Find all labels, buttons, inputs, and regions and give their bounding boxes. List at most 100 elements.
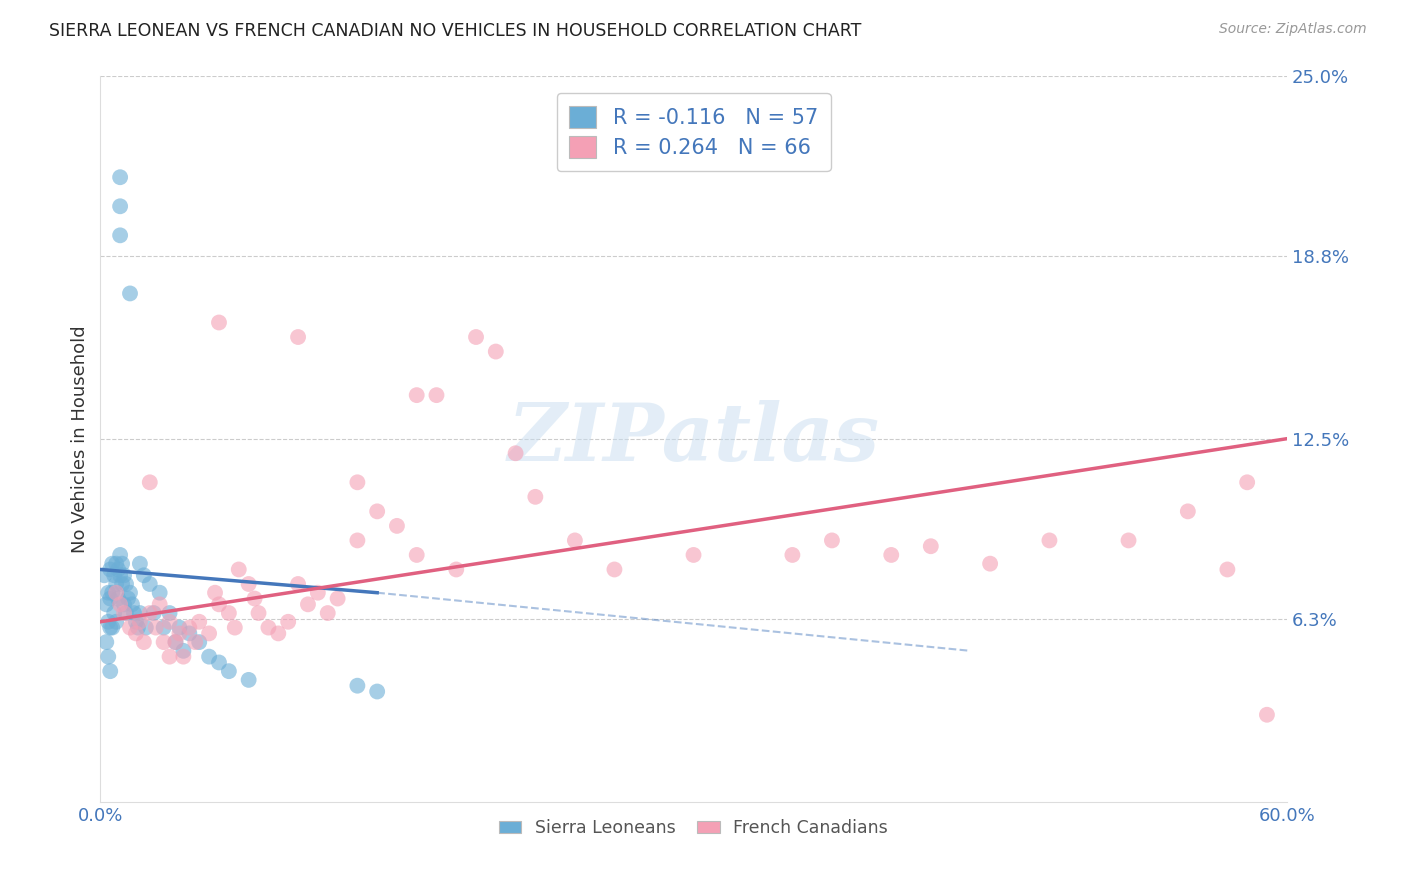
- Point: [96, 635, 118, 649]
- Point: [880, 548, 903, 562]
- Point: [188, 615, 211, 629]
- Point: [118, 286, 141, 301]
- Point: [238, 577, 260, 591]
- Point: [159, 649, 181, 664]
- Point: [485, 344, 508, 359]
- Point: [425, 388, 447, 402]
- Point: [111, 557, 134, 571]
- Point: [238, 673, 260, 687]
- Point: [122, 606, 145, 620]
- Point: [267, 626, 290, 640]
- Text: ZIPatlas: ZIPatlas: [508, 400, 880, 477]
- Point: [105, 557, 128, 571]
- Point: [101, 621, 124, 635]
- Point: [145, 621, 167, 635]
- Point: [115, 606, 138, 620]
- Point: [1118, 533, 1140, 548]
- Point: [208, 656, 231, 670]
- Point: [385, 519, 408, 533]
- Point: [172, 644, 194, 658]
- Point: [165, 635, 187, 649]
- Point: [139, 577, 162, 591]
- Point: [101, 557, 124, 571]
- Point: [228, 562, 250, 576]
- Point: [121, 598, 143, 612]
- Point: [346, 533, 368, 548]
- Point: [1177, 504, 1199, 518]
- Text: Source: ZipAtlas.com: Source: ZipAtlas.com: [1219, 22, 1367, 37]
- Point: [169, 621, 191, 635]
- Point: [107, 562, 129, 576]
- Point: [247, 606, 270, 620]
- Point: [682, 548, 704, 562]
- Point: [149, 585, 172, 599]
- Point: [132, 635, 155, 649]
- Point: [139, 606, 162, 620]
- Point: [172, 649, 194, 664]
- Point: [128, 557, 150, 571]
- Point: [108, 548, 131, 562]
- Point: [125, 626, 148, 640]
- Point: [127, 621, 149, 635]
- Point: [112, 606, 135, 620]
- Point: [287, 330, 309, 344]
- Point: [316, 606, 339, 620]
- Point: [108, 170, 131, 185]
- Point: [105, 615, 128, 629]
- Point: [98, 591, 121, 606]
- Point: [118, 585, 141, 599]
- Point: [97, 615, 120, 629]
- Point: [505, 446, 527, 460]
- Point: [224, 621, 246, 635]
- Point: [96, 598, 118, 612]
- Point: [117, 591, 139, 606]
- Point: [152, 621, 174, 635]
- Point: [326, 591, 349, 606]
- Point: [135, 621, 157, 635]
- Point: [107, 591, 129, 606]
- Legend: Sierra Leoneans, French Canadians: Sierra Leoneans, French Canadians: [492, 813, 896, 844]
- Point: [152, 635, 174, 649]
- Point: [101, 585, 124, 599]
- Point: [204, 585, 226, 599]
- Point: [159, 606, 181, 620]
- Point: [198, 649, 221, 664]
- Point: [93, 568, 115, 582]
- Point: [366, 684, 388, 698]
- Point: [1216, 562, 1239, 576]
- Point: [115, 577, 138, 591]
- Point: [149, 598, 172, 612]
- Point: [112, 598, 135, 612]
- Point: [346, 679, 368, 693]
- Point: [1236, 475, 1258, 490]
- Point: [920, 539, 942, 553]
- Point: [821, 533, 844, 548]
- Point: [179, 621, 201, 635]
- Point: [188, 635, 211, 649]
- Point: [297, 598, 319, 612]
- Point: [979, 557, 1001, 571]
- Point: [128, 615, 150, 629]
- Point: [108, 568, 131, 582]
- Point: [257, 621, 280, 635]
- Point: [465, 330, 488, 344]
- Point: [1256, 707, 1278, 722]
- Point: [165, 635, 187, 649]
- Point: [287, 577, 309, 591]
- Point: [103, 568, 125, 582]
- Point: [198, 626, 221, 640]
- Point: [159, 615, 181, 629]
- Point: [132, 568, 155, 582]
- Point: [142, 606, 165, 620]
- Text: SIERRA LEONEAN VS FRENCH CANADIAN NO VEHICLES IN HOUSEHOLD CORRELATION CHART: SIERRA LEONEAN VS FRENCH CANADIAN NO VEH…: [49, 22, 862, 40]
- Point: [125, 615, 148, 629]
- Point: [1038, 533, 1060, 548]
- Point: [97, 649, 120, 664]
- Point: [98, 621, 121, 635]
- Point: [524, 490, 547, 504]
- Point: [446, 562, 468, 576]
- Point: [243, 591, 266, 606]
- Point: [346, 475, 368, 490]
- Point: [103, 606, 125, 620]
- Point: [782, 548, 804, 562]
